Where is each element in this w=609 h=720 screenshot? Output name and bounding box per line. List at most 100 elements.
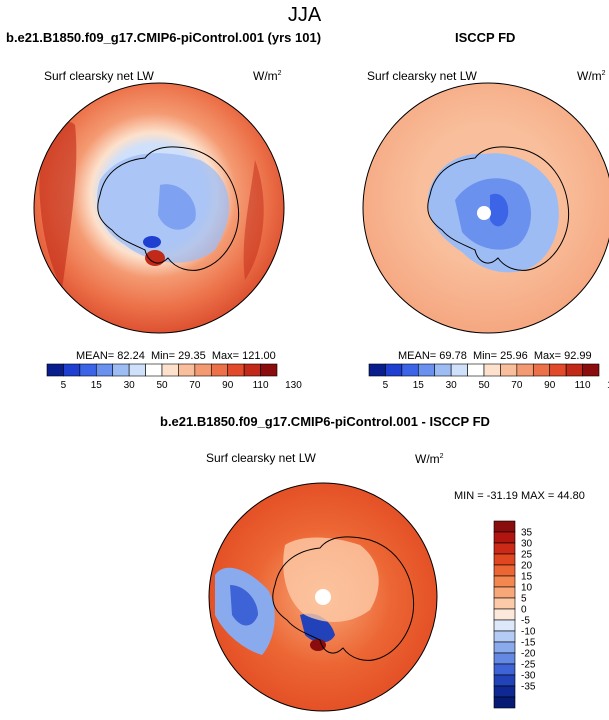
- panel-obs-colorbar-tick-label: 15: [413, 380, 425, 391]
- panel-diff-colorbar-tick-label: -15: [521, 638, 536, 649]
- panel-model-colorbar-box: [128, 363, 146, 377]
- panel-diff-colorbar-box: [493, 619, 516, 632]
- panel-diff-colorbar-box: [493, 553, 516, 566]
- panel-diff-colorbar-box: [493, 520, 516, 533]
- panel-model-colorbar-box: [161, 363, 179, 377]
- panel-diff-colorbar-box: [493, 652, 516, 665]
- panel-diff-missing-data-pole: [315, 589, 331, 605]
- panel-diff-colorbar-tick-label: -5: [521, 616, 530, 627]
- panel-obs-colorbar-box: [467, 363, 485, 377]
- panel-model-mean: 82.24: [117, 350, 145, 362]
- panel-diff-negative-patch: [230, 585, 258, 626]
- panel-model-colorbar: 5 15 30 50 70 90 110 130: [46, 363, 302, 391]
- panel-diff-map: [208, 482, 438, 712]
- panel-obs-title: ISCCP FD: [455, 30, 516, 45]
- panel-model-colorbar-box: [210, 363, 229, 377]
- panel-obs-colorbar-tick-label: 90: [544, 380, 556, 391]
- panel-model-variable-label: Surf clearsky net LW: [44, 69, 154, 83]
- panel-obs-mean: 69.78: [439, 350, 467, 362]
- panel-diff-colorbar-box: [493, 674, 516, 687]
- panel-model-stats: MEAN= 82.24 Min= 29.35 Max= 121.00: [76, 350, 276, 362]
- panel-obs-colorbar-box: [401, 363, 419, 377]
- panel-model-map: [33, 82, 285, 334]
- panel-model-colorbar-tick-label: 50: [156, 380, 168, 391]
- panel-obs-min: 25.96: [500, 350, 528, 362]
- panel-diff-colorbar-tick-label: 5: [521, 594, 527, 605]
- panel-diff-colorbar-box: [493, 564, 516, 577]
- panel-model-colorbar-box: [63, 363, 81, 377]
- panel-obs-colorbar-box: [385, 363, 403, 377]
- panel-diff-antarctica-coastline: [272, 536, 415, 661]
- panel-diff-colorbar-box: [493, 696, 516, 709]
- panel-model-units: W/m2: [253, 69, 282, 83]
- panel-diff-colorbar-tick-label: 35: [521, 528, 533, 539]
- panel-diff-colorbar-box: [493, 586, 516, 599]
- panel-diff-title: b.e21.B1850.f09_g17.CMIP6-piControl.001 …: [160, 414, 490, 429]
- panel-diff-colorbar-tick-label: -35: [521, 682, 536, 693]
- panel-diff-colorbar-box: [493, 608, 516, 621]
- figure-title: JJA: [287, 4, 322, 26]
- panel-model-map-border: [33, 82, 285, 334]
- panel-obs-colorbar-box: [450, 363, 468, 377]
- panel-obs-colorbar-box: [417, 363, 436, 377]
- panel-obs-colorbar-box: [483, 363, 501, 377]
- panel-model-title: b.e21.B1850.f09_g17.CMIP6-piControl.001 …: [6, 30, 322, 45]
- panel-obs-colorbar-tick-label: 130: [607, 380, 609, 391]
- panel-diff-colorbar-tick-label: -20: [521, 649, 536, 660]
- panel-obs-colorbar-box: [532, 363, 551, 377]
- panel-model-colorbar-box: [227, 363, 245, 377]
- panel-model-colorbar-box: [243, 363, 261, 377]
- panel-model-colorbar-box: [46, 363, 64, 377]
- panel-obs-map: [362, 82, 609, 334]
- panel-diff-colorbar-box: [493, 542, 516, 555]
- panel-model-colorbar-box: [112, 363, 130, 377]
- panel-diff-colorbar-box: [493, 641, 516, 654]
- panel-diff-colorbar-tick-label: 15: [521, 572, 533, 583]
- panel-diff-colorbar-tick-label: 20: [521, 561, 533, 572]
- panel-model-colorbar-box: [194, 363, 212, 377]
- panel-obs-colorbar-tick-label: 50: [478, 380, 490, 391]
- panel-obs-colorbar-tick-label: 5: [383, 380, 389, 391]
- panel-obs-colorbar-box: [516, 363, 534, 377]
- panel-diff-colorbar-tick-label: -10: [521, 627, 536, 638]
- panel-obs-antarctica-coastline: [427, 146, 570, 271]
- panel-obs-colorbar-tick-label: 110: [575, 380, 591, 391]
- panel-model-colorbar-box: [145, 363, 163, 377]
- panel-model-ross-patch: [145, 250, 165, 266]
- panel-model-colorbar-tick-label: 70: [189, 380, 201, 391]
- panel-diff-colorbar-tick-label: -25: [521, 660, 536, 671]
- panel-obs-colorbar-tick-label: 70: [511, 380, 523, 391]
- panel-diff-colorbar-tick-label: 10: [521, 583, 533, 594]
- panel-diff-colorbar-tick-label: 25: [521, 550, 533, 561]
- panel-obs-units: W/m2: [577, 69, 606, 83]
- panel-model-colorbar-box: [95, 363, 114, 377]
- panel-model-colorbar-tick-label: 5: [61, 380, 67, 391]
- panel-model-ross-patch: [143, 236, 161, 248]
- panel-diff-colorbar-box: [493, 597, 516, 610]
- panel-model-colorbar-tick-label: 90: [222, 380, 234, 391]
- panel-obs-variable-label: Surf clearsky net LW: [367, 69, 477, 83]
- panel-diff-colorbar-box: [493, 531, 516, 544]
- panel-obs-colorbar-box: [582, 363, 600, 377]
- panel-model-colorbar-box: [260, 363, 278, 377]
- panel-obs-colorbar-box: [565, 363, 583, 377]
- panel-diff-colorbar-box: [493, 663, 516, 676]
- panel-obs-map-border: [362, 82, 609, 334]
- panel-diff-colorbar-box: [493, 685, 516, 698]
- panel-obs-colorbar-box: [549, 363, 567, 377]
- panel-model-max: 121.00: [242, 350, 276, 362]
- panel-model-antarctica-coastline: [97, 146, 240, 271]
- panel-obs-colorbar: 5 15 30 50 70 90 110 130: [368, 363, 609, 391]
- panel-diff-map-border: [208, 482, 438, 712]
- panel-obs-max: 92.99: [564, 350, 592, 362]
- panel-model-interior-field: [158, 184, 196, 230]
- panel-diff-colorbar-box: [493, 630, 516, 643]
- panel-diff-units: W/m2: [415, 452, 444, 466]
- panel-diff-interior-field: [283, 537, 379, 622]
- panel-obs-colorbar-box: [434, 363, 452, 377]
- panel-diff-colorbar-tick-label: 30: [521, 539, 533, 550]
- panel-obs-missing-data-pole: [477, 206, 491, 220]
- panel-obs-colorbar-box: [500, 363, 518, 377]
- panel-model-high-patch: [39, 121, 77, 290]
